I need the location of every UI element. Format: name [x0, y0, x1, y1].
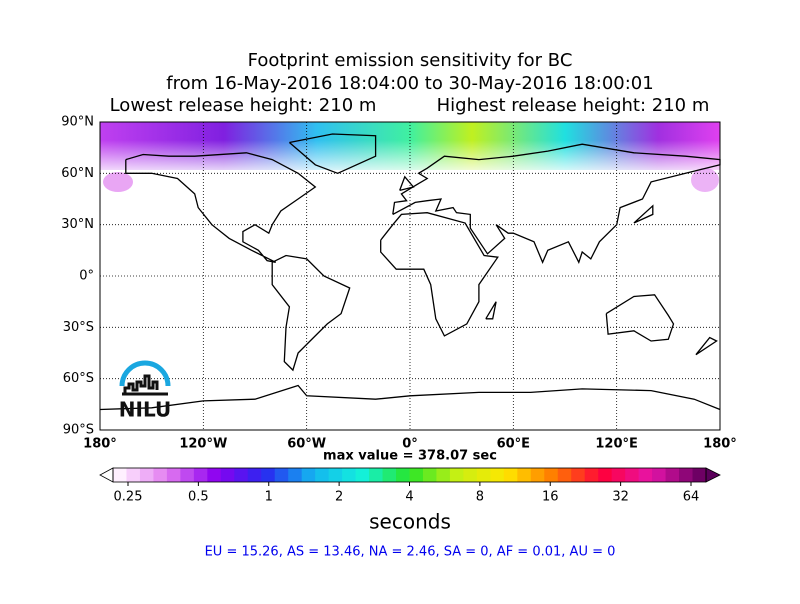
colorbar-segment: [557, 468, 572, 482]
colorbar-segment: [139, 468, 154, 482]
map-frame: [99, 121, 721, 431]
colorbar-segment: [436, 468, 451, 482]
lat-label: 90°S: [63, 423, 94, 438]
colorbar-segment: [692, 468, 707, 482]
colorbar-segment: [342, 468, 357, 482]
colorbar-segment: [328, 468, 343, 482]
colorbar-segment: [166, 468, 181, 482]
colorbar-extend: [705, 467, 721, 483]
colorbar-segment: [193, 468, 208, 482]
colorbar-segment: [355, 468, 370, 482]
logo-text: NILU: [119, 398, 171, 422]
footprint: [691, 168, 719, 192]
colorbar-segment: [288, 468, 303, 482]
lon-label: 60°W: [287, 437, 326, 452]
colorbar-segment: [220, 468, 235, 482]
lon-label: 120°W: [179, 437, 227, 452]
region-summary: EU = 15.26, AS = 13.46, NA = 2.46, SA = …: [205, 545, 616, 560]
colorbar-segment: [571, 468, 586, 482]
colorbar-tick-label: 8: [476, 490, 484, 505]
colorbar-segment: [422, 468, 437, 482]
lat-label: 30°S: [63, 320, 94, 335]
colorbar-segment: [396, 468, 410, 482]
colorbar-segment: [274, 468, 289, 482]
coastline: [485, 301, 497, 320]
colorbar-segment: [126, 468, 141, 482]
colorbar-segment: [153, 468, 168, 482]
colorbar-segment: [517, 468, 532, 482]
lat-label: 30°N: [61, 217, 94, 232]
colorbar-segment: [180, 468, 195, 482]
subtitle: Lowest release height: 210 m: [110, 95, 377, 116]
lat-label: 60°N: [61, 166, 94, 181]
coastline: [392, 143, 721, 264]
coastline: [695, 336, 718, 356]
colorbar-tick-label: 1: [265, 490, 273, 505]
lat-label: 0°: [79, 269, 94, 284]
colorbar-tick-label: 0.25: [114, 490, 143, 505]
colorbar-segment: [638, 468, 653, 482]
coastline: [99, 384, 721, 411]
colorbar-label: seconds: [369, 510, 451, 534]
colorbar-tick-label: 0.5: [188, 490, 209, 505]
colorbar-segment: [476, 468, 491, 482]
colorbar-segment: [584, 468, 599, 482]
lon-label: 180°: [703, 437, 737, 452]
colorbar-segment: [261, 468, 276, 482]
lat-label: 60°S: [63, 371, 94, 386]
colorbar-segment: [247, 468, 262, 482]
lon-label: 180°: [83, 437, 117, 452]
title: Footprint emission sensitivity for BC: [248, 50, 573, 71]
colorbar-segment: [679, 468, 694, 482]
colorbar-segment: [490, 468, 505, 482]
coastline: [288, 133, 377, 175]
colorbar-segment: [113, 468, 127, 482]
colorbar-tick-label: 2: [335, 490, 343, 505]
colorbar-extend: [99, 467, 114, 483]
colorbar-tick-label: 4: [405, 490, 413, 505]
colorbar-segment: [207, 468, 222, 482]
lon-label: 0°: [402, 437, 418, 452]
subtitle: Highest release height: 210 m: [437, 95, 710, 116]
colorbar-segment: [463, 468, 478, 482]
colorbar-segment: [382, 468, 397, 482]
colorbar-segment: [598, 468, 613, 482]
title: from 16-May-2016 18:04:00 to 30-May-2016…: [166, 73, 653, 94]
coastline: [605, 294, 675, 342]
colorbar: [99, 467, 721, 486]
colorbar-segment: [665, 468, 680, 482]
colorbar-segment: [409, 468, 424, 482]
colorbar-tick-label: 16: [542, 490, 559, 505]
lat-label: 90°N: [61, 115, 94, 130]
colorbar-segment: [625, 468, 640, 482]
coastline: [399, 175, 415, 192]
colorbar-tick-label: 64: [683, 490, 700, 505]
colorbar-tick-label: 32: [612, 490, 629, 505]
colorbar-segment: [503, 468, 518, 482]
lon-label: 120°E: [595, 437, 638, 452]
colorbar-segment: [544, 468, 559, 482]
coastline: [125, 152, 317, 263]
colorbar-segment: [301, 468, 316, 482]
logo: NILU: [119, 360, 171, 422]
coastline: [271, 254, 351, 372]
footprint: [103, 172, 133, 192]
colorbar-segment: [449, 468, 464, 482]
colorbar-segment: [530, 468, 545, 482]
coastline: [380, 212, 499, 337]
coastlines: [99, 133, 721, 411]
colorbar-segment: [611, 468, 626, 482]
colorbar-segment: [234, 468, 249, 482]
colorbar-segment: [315, 468, 330, 482]
max-value: max value = 378.07 sec: [323, 449, 497, 464]
lon-label: 60°E: [497, 437, 530, 452]
colorbar-segment: [652, 468, 667, 482]
coastline: [633, 204, 654, 224]
colorbar-segment: [369, 468, 384, 482]
